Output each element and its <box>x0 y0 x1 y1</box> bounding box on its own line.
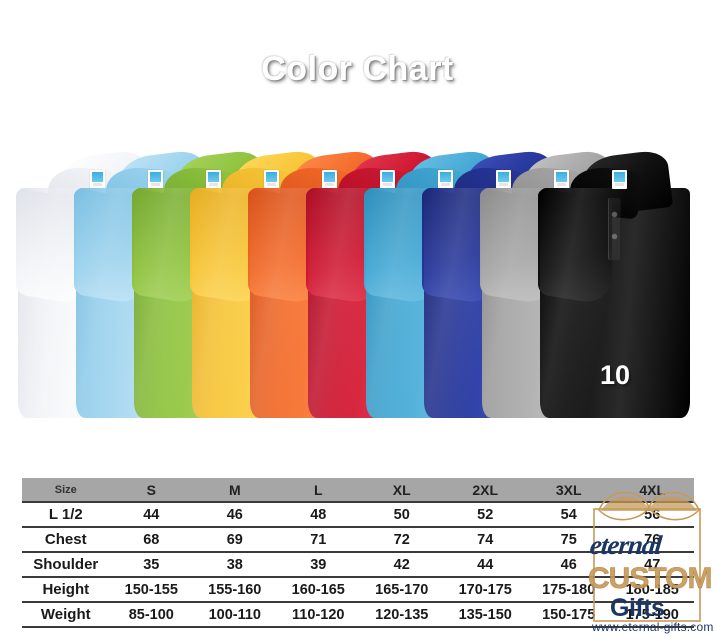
shirt-neck-tag <box>90 170 105 189</box>
shirt-neck-tag <box>612 170 627 189</box>
shirt-button <box>612 234 617 239</box>
size-table-cell: 150-155 <box>109 577 194 603</box>
size-table-cell: 69 <box>193 527 277 553</box>
size-table-cell: 170-175 <box>443 577 527 603</box>
table-row: Shoulder 35 38 39 42 44 46 47 <box>22 552 694 578</box>
shirt-neck-tag <box>148 170 163 189</box>
size-table-row-label: Chest <box>22 527 110 553</box>
size-table-cell: 46 <box>526 552 611 578</box>
size-table-row-label: Height <box>22 577 110 603</box>
size-table-cell: 54 <box>526 501 611 528</box>
size-table-col-size: Size <box>22 478 110 502</box>
size-table-cell: 120-135 <box>360 602 444 628</box>
size-table-cell: 48 <box>276 501 360 528</box>
page-title: Color Chart <box>261 50 454 88</box>
size-table-row-label: Weight <box>22 602 110 628</box>
shirt-neck-tag <box>206 170 221 189</box>
size-table-col-4xl: 4XL <box>610 478 694 502</box>
size-table-cell: 76 <box>610 527 694 553</box>
size-table-col-xl: XL <box>360 478 444 502</box>
size-table-header-row: Size S M L XL 2XL 3XL 4XL <box>22 478 694 502</box>
size-table-body: L 1/2 44 46 48 50 52 54 56 Chest 68 69 71 72 74 75 76 Sh… <box>22 501 694 628</box>
size-table-cell: 44 <box>109 501 194 528</box>
size-table-cell: 47 <box>610 552 694 578</box>
size-table-col-3xl: 3XL <box>526 478 611 502</box>
size-table-cell: 56 <box>610 501 694 528</box>
shirt-neck-tag <box>496 170 511 189</box>
size-table-cell: 38 <box>193 552 277 578</box>
shirt-color-rack: 12345678910 <box>0 148 715 430</box>
size-table-cell: 180-185 <box>610 577 694 603</box>
size-table-col-m: M <box>193 478 277 502</box>
shirt-neck-tag <box>264 170 279 189</box>
size-table-row-label: L 1/2 <box>22 501 110 528</box>
size-table-cell: 175-190 <box>610 602 694 628</box>
shirt-neck-tag <box>322 170 337 189</box>
table-row: Chest 68 69 71 72 74 75 76 <box>22 527 694 553</box>
polo-shirt-10: 10 <box>538 148 690 425</box>
size-table-cell: 160-165 <box>276 577 360 603</box>
table-row: L 1/2 44 46 48 50 52 54 56 <box>22 501 694 528</box>
size-table-cell: 44 <box>443 552 527 578</box>
size-table: Size S M L XL 2XL 3XL 4XL L 1/2 44 46 48 50 52 54 56 Ch… <box>22 478 694 628</box>
size-table-cell: 74 <box>443 527 527 553</box>
size-table-cell: 39 <box>276 552 360 578</box>
size-table-cell: 72 <box>360 527 444 553</box>
table-row: Weight 85-100 100-110 110-120 120-135 135-150… <box>22 602 694 628</box>
size-table-cell: 46 <box>193 501 277 528</box>
size-table-row-label: Shoulder <box>22 552 110 578</box>
shirt-neck-tag <box>438 170 453 189</box>
size-table-col-l: L <box>276 478 360 502</box>
size-table-cell: 52 <box>443 501 527 528</box>
size-table-cell: 100-110 <box>193 602 277 628</box>
size-table-cell: 50 <box>360 501 444 528</box>
size-table-cell: 165-170 <box>360 577 444 603</box>
size-table-cell: 110-120 <box>276 602 360 628</box>
size-table-cell: 68 <box>109 527 194 553</box>
size-table-cell: 42 <box>360 552 444 578</box>
size-table-cell: 135-150 <box>443 602 527 628</box>
size-table-cell: 85-100 <box>109 602 194 628</box>
shirt-sleeve <box>538 188 612 306</box>
size-table-cell: 75 <box>526 527 611 553</box>
size-table-container: Size S M L XL 2XL 3XL 4XL L 1/2 44 46 48 50 52 54 56 Ch… <box>22 478 694 628</box>
table-row: Height 150-155 155-160 160-165 165-170 170-17… <box>22 577 694 603</box>
shirt-neck-tag <box>554 170 569 189</box>
size-table-cell: 35 <box>109 552 194 578</box>
size-table-cell: 71 <box>276 527 360 553</box>
size-table-head: Size S M L XL 2XL 3XL 4XL <box>22 478 694 502</box>
size-table-col-s: S <box>109 478 194 502</box>
size-table-col-2xl: 2XL <box>443 478 527 502</box>
shirt-button <box>612 212 617 217</box>
shirt-neck-tag <box>380 170 395 189</box>
shirt-placket <box>608 198 621 260</box>
size-table-cell: 150-175 <box>526 602 611 628</box>
size-table-cell: 175-180 <box>526 577 611 603</box>
shirt-number-label: 10 <box>599 360 631 390</box>
size-table-cell: 155-160 <box>193 577 277 603</box>
